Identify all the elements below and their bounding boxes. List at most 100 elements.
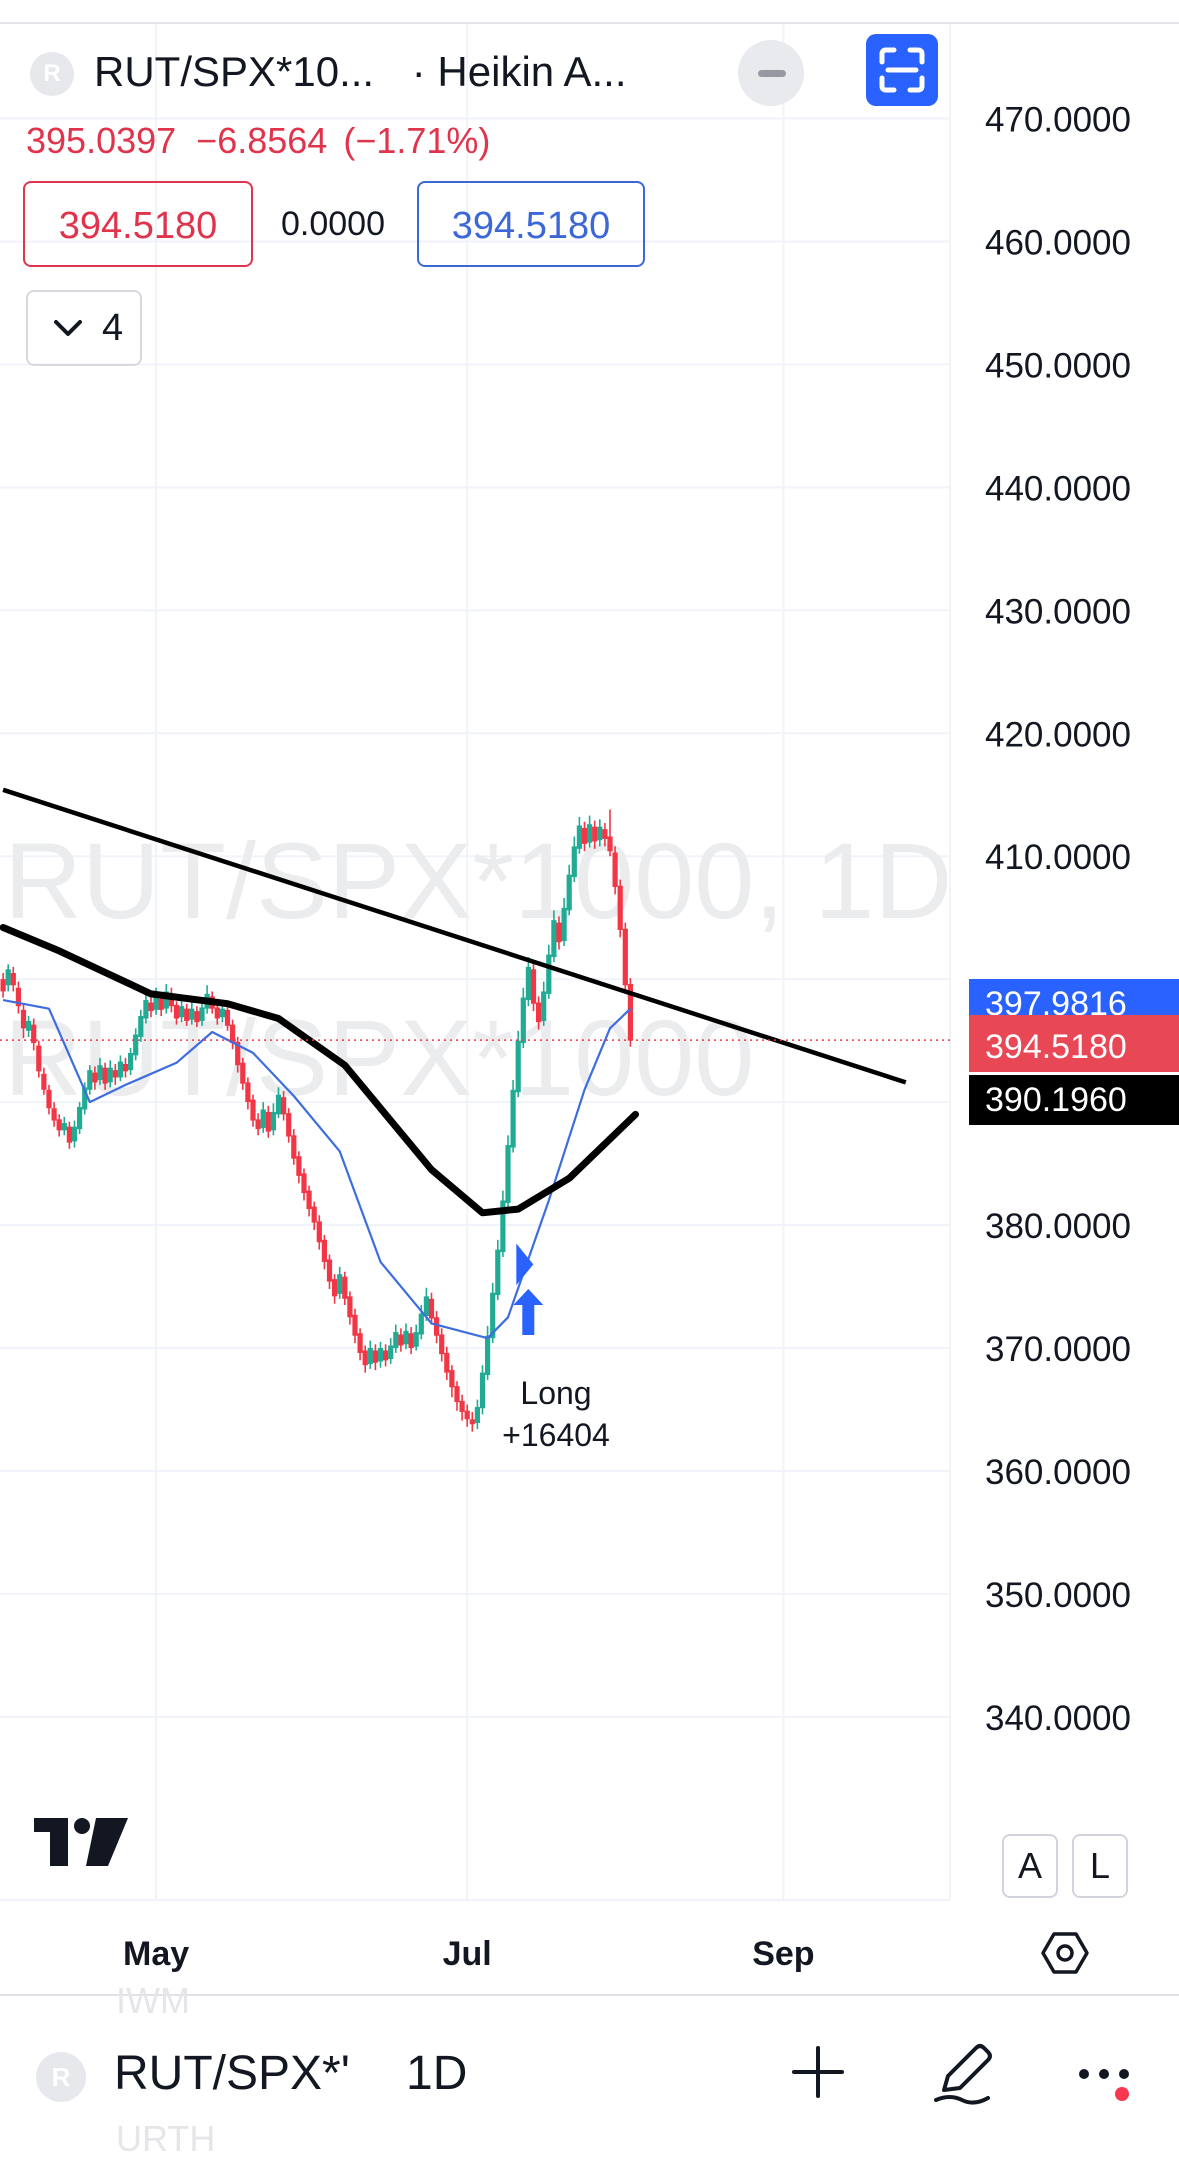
candle-body [622, 928, 628, 986]
trend-line[interactable] [2, 787, 907, 1085]
candle-body [41, 1073, 47, 1090]
candle-body [230, 1024, 236, 1044]
candle-body [20, 1009, 27, 1029]
candle-body [306, 1190, 312, 1210]
price-axis-label: 394.5180 [969, 1021, 1179, 1072]
collapse-legend-button[interactable] [738, 40, 804, 106]
fullscreen-icon [879, 47, 925, 93]
y-tick-label: 380.0000 [985, 1207, 1131, 1246]
fullscreen-button[interactable] [866, 34, 938, 106]
candle-body [189, 1008, 195, 1020]
candle-body [362, 1350, 368, 1366]
candle-body [179, 1006, 185, 1018]
bottom-symbol-name[interactable]: RUT/SPX*' [114, 2047, 350, 2100]
buy-price-box[interactable]: 394.5180 [417, 181, 645, 267]
y-tick-label: 340.0000 [985, 1699, 1131, 1738]
price-chart[interactable]: RUT/SPX*1000, 1D RUT/SPX*1000 Long +16404… [0, 0, 1179, 1994]
auto-scale-button[interactable]: A [1002, 1834, 1058, 1898]
log-scale-button[interactable]: L [1072, 1834, 1128, 1898]
candle-body [413, 1332, 419, 1347]
more-options-icon[interactable] [1076, 2062, 1142, 2102]
candle-body [36, 1045, 42, 1072]
long-moving-average-line[interactable] [0, 924, 639, 1217]
y-tick-label: 420.0000 [985, 715, 1131, 754]
entry-flag-icon[interactable] [516, 1243, 534, 1286]
long-arrow-icon[interactable] [513, 1288, 544, 1335]
candle-body [66, 1126, 72, 1143]
candle-body [352, 1314, 358, 1336]
candle-body [459, 1400, 465, 1412]
candle-body [214, 1007, 220, 1019]
candle-body [602, 829, 608, 839]
tradingview-logo-icon [34, 1818, 128, 1866]
symbol-name[interactable]: RUT/SPX*10... [94, 48, 375, 95]
candle-body [296, 1156, 302, 1176]
y-tick-label: 360.0000 [985, 1453, 1131, 1492]
add-icon[interactable] [790, 2044, 846, 2100]
candle-body [342, 1276, 348, 1299]
sell-price-box[interactable]: 394.5180 [23, 181, 253, 267]
candle-body [571, 846, 577, 878]
candle-body [479, 1372, 486, 1409]
candle-body [158, 998, 164, 1010]
spread-value: 0.0000 [281, 205, 385, 243]
candle-body [112, 1070, 118, 1078]
candle-body [97, 1065, 103, 1080]
candle-body [275, 1094, 282, 1115]
candle-body [367, 1348, 373, 1364]
bottom-symbol-logo: R [36, 2052, 86, 2102]
candle-body [77, 1107, 83, 1130]
y-tick-label: 350.0000 [985, 1576, 1131, 1615]
chart-grid [0, 24, 951, 1901]
candle-body [92, 1072, 98, 1083]
short-moving-average-line[interactable] [2, 999, 632, 1340]
trade-markers: Long +16404 [502, 1243, 610, 1453]
candle-body [505, 1145, 511, 1203]
drawing-pen-icon[interactable] [930, 2038, 998, 2106]
y-tick-label: 430.0000 [985, 592, 1131, 631]
candle-body [546, 954, 552, 994]
candle-body [408, 1333, 414, 1348]
settings-icon[interactable] [1040, 1928, 1090, 1978]
candle-body [61, 1123, 67, 1131]
candle-body [117, 1061, 123, 1078]
ghost-symbol-above: IWM [116, 1980, 190, 2021]
axis-labels: 470.0000 460.0000 450.0000 440.0000 430.0000… [123, 101, 1131, 1974]
candle-body [449, 1370, 455, 1388]
candle-body [561, 907, 567, 942]
candle-body [536, 1002, 542, 1023]
candle-body [46, 1089, 52, 1109]
candle-body [500, 1200, 506, 1253]
candle-body [321, 1239, 327, 1262]
chart-watermark: RUT/SPX*1000, 1D RUT/SPX*1000 [4, 820, 952, 1118]
candle-body [5, 969, 11, 986]
candle-body [617, 885, 623, 930]
candle-body [107, 1067, 113, 1083]
candle-body [199, 1007, 205, 1021]
candle-body [337, 1274, 343, 1294]
interval-button[interactable]: 1D [406, 2047, 468, 2100]
symbol-title[interactable]: RUT/SPX*10... · Heikin A... [94, 48, 627, 96]
candle-body [525, 966, 531, 1001]
candle-body [240, 1062, 246, 1084]
candle-body [71, 1126, 78, 1142]
trade-profit: +16404 [502, 1417, 610, 1453]
candle-body [148, 1002, 154, 1012]
chevron-down-icon [54, 320, 82, 336]
indicators-count: 4 [102, 307, 124, 349]
candle-body [316, 1221, 322, 1243]
candle-body [332, 1279, 338, 1297]
candles [0, 809, 633, 1432]
candle-body [627, 984, 633, 1041]
candle-body [576, 825, 582, 849]
candle-body [10, 973, 16, 986]
candle-body [612, 852, 618, 887]
indicators-toggle-button[interactable]: 4 [26, 290, 142, 366]
candle-body [418, 1313, 424, 1335]
price-axis-label: 390.1960 [969, 1074, 1179, 1125]
candle-body [291, 1135, 297, 1159]
candle-body [184, 1008, 190, 1021]
chart-style[interactable]: · Heikin A... [411, 48, 627, 95]
candle-body [581, 827, 588, 844]
candle-body [515, 1040, 521, 1093]
